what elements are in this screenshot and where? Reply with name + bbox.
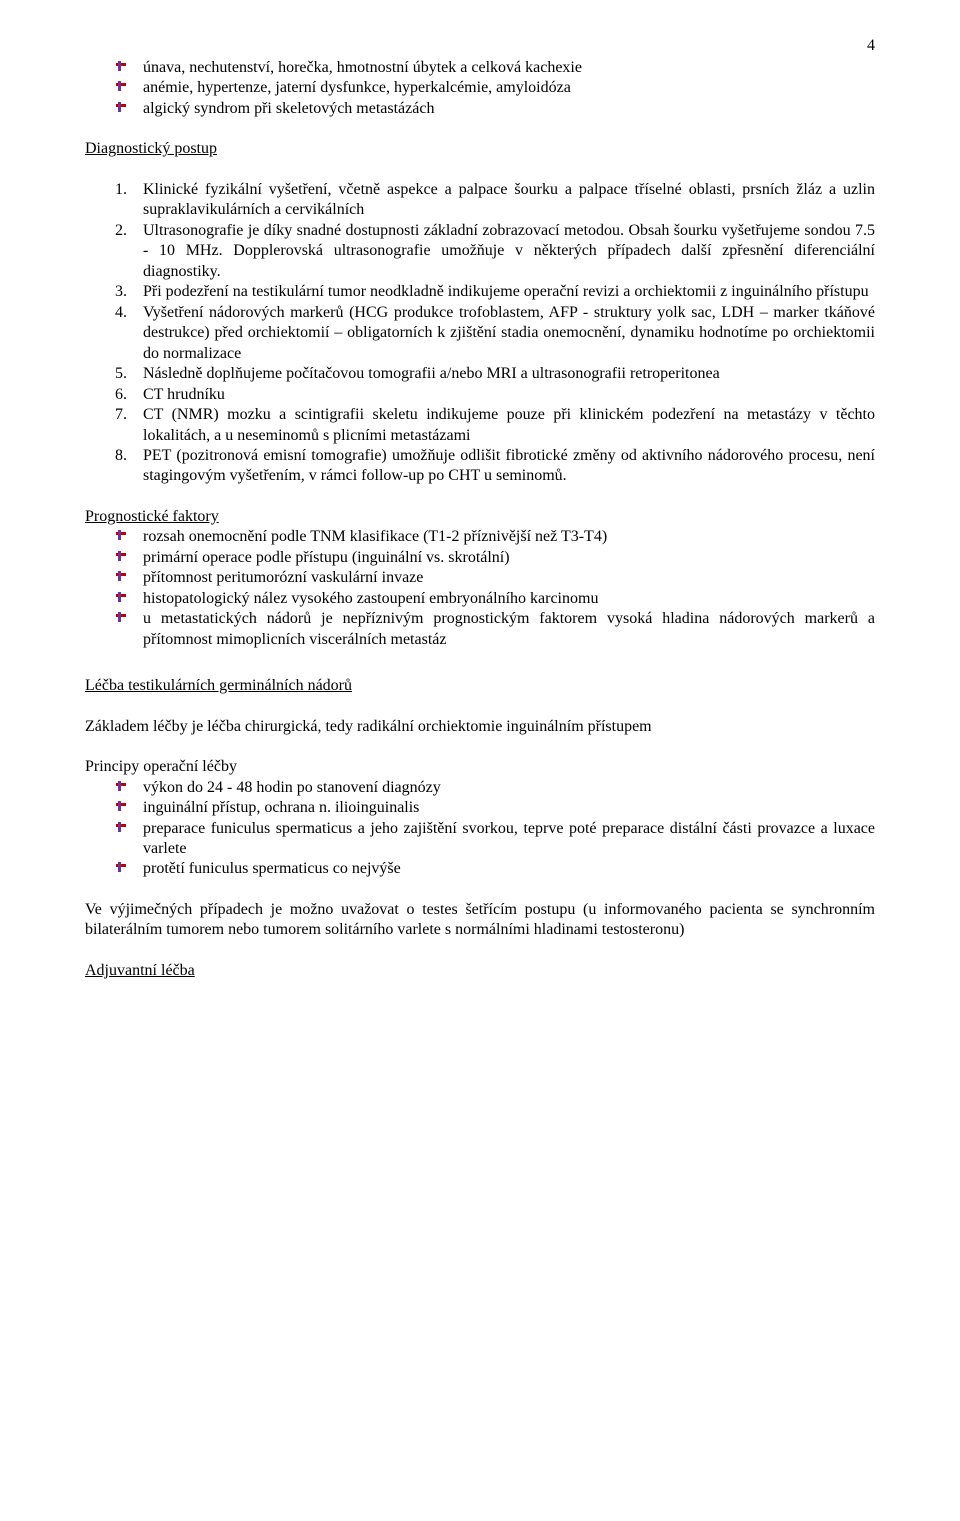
item-text: u metastatických nádorů je nepříznivým p… xyxy=(143,610,875,647)
diagnostic-procedure-list: 1. Klinické fyzikální vyšetření, včetně a… xyxy=(115,180,875,487)
diagnostic-procedure-title: Diagnostický postup xyxy=(85,139,875,159)
item-text: histopatologický nález vysokého zastoupe… xyxy=(143,590,598,607)
list-item: 2. Ultrasonografie je díky snadné dostupn… xyxy=(115,221,875,282)
item-text: Při podezření na testikulární tumor neod… xyxy=(143,283,869,300)
bullet-icon xyxy=(115,821,129,835)
item-number: 3. xyxy=(115,282,127,302)
item-text: výkon do 24 - 48 hodin po stanovení diag… xyxy=(143,779,441,796)
bullet-icon xyxy=(115,60,129,74)
page-number: 4 xyxy=(867,36,875,56)
item-number: 7. xyxy=(115,405,127,425)
bullet-icon xyxy=(115,861,129,875)
surgical-principles-list: výkon do 24 - 48 hodin po stanovení diag… xyxy=(115,778,875,880)
list-item: 5. Následně doplňujeme počítačovou tomogr… xyxy=(115,364,875,384)
list-item: inguinální přístup, ochrana n. ilioingui… xyxy=(115,798,875,818)
list-item: rozsah onemocnění podle TNM klasifikace … xyxy=(115,527,875,547)
list-item: u metastatických nádorů je nepříznivým p… xyxy=(115,609,875,650)
list-item: 8. PET (pozitronová emisní tomografie) um… xyxy=(115,446,875,487)
bullet-icon xyxy=(115,591,129,605)
adjuvant-title: Adjuvantní léčba xyxy=(85,961,875,981)
item-text: anémie, hypertenze, jaterní dysfunkce, h… xyxy=(143,79,571,96)
item-number: 1. xyxy=(115,180,127,200)
item-text: inguinální přístup, ochrana n. ilioingui… xyxy=(143,799,419,816)
item-number: 6. xyxy=(115,385,127,405)
item-number: 5. xyxy=(115,364,127,384)
list-item: 3. Při podezření na testikulární tumor ne… xyxy=(115,282,875,302)
item-text: CT hrudníku xyxy=(143,386,225,403)
bullet-icon xyxy=(115,80,129,94)
list-item: přítomnost peritumorózní vaskulární inva… xyxy=(115,568,875,588)
item-text: Vyšetření nádorových markerů (HCG produk… xyxy=(143,304,875,362)
item-text: rozsah onemocnění podle TNM klasifikace … xyxy=(143,528,607,545)
treatment-title: Léčba testikulárních germinálních nádorů xyxy=(85,676,875,696)
list-item: anémie, hypertenze, jaterní dysfunkce, h… xyxy=(115,78,875,98)
list-item: preparace funiculus spermaticus a jeho z… xyxy=(115,819,875,860)
list-item: histopatologický nález vysokého zastoupe… xyxy=(115,589,875,609)
item-text: Ultrasonografie je díky snadné dostupnos… xyxy=(143,222,875,280)
item-text: PET (pozitronová emisní tomografie) umož… xyxy=(143,447,875,484)
prognostic-factors-title: Prognostické faktory xyxy=(85,507,875,527)
bullet-icon xyxy=(115,800,129,814)
item-text: primární operace podle přístupu (inguiná… xyxy=(143,549,510,566)
bullet-icon xyxy=(115,780,129,794)
bullet-icon xyxy=(115,529,129,543)
item-text: přítomnost peritumorózní vaskulární inva… xyxy=(143,569,423,586)
list-item: 7. CT (NMR) mozku a scintigrafii skeletu … xyxy=(115,405,875,446)
item-number: 4. xyxy=(115,303,127,323)
list-item: 1. Klinické fyzikální vyšetření, včetně a… xyxy=(115,180,875,221)
list-item: algický syndrom při skeletových metastáz… xyxy=(115,99,875,119)
treatment-paragraph: Základem léčby je léčba chirurgická, ted… xyxy=(85,717,875,737)
prognostic-factors-list: rozsah onemocnění podle TNM klasifikace … xyxy=(115,527,875,650)
item-text: algický syndrom při skeletových metastáz… xyxy=(143,100,434,117)
item-text: protětí funiculus spermaticus co nejvýše xyxy=(143,860,401,877)
item-number: 8. xyxy=(115,446,127,466)
list-item: primární operace podle přístupu (inguiná… xyxy=(115,548,875,568)
item-text: preparace funiculus spermaticus a jeho z… xyxy=(143,820,875,857)
surgical-principles-title: Principy operační léčby xyxy=(85,757,875,777)
list-item: únava, nechutenství, horečka, hmotnostní… xyxy=(115,58,875,78)
list-item: protětí funiculus spermaticus co nejvýše xyxy=(115,859,875,879)
symptoms-list: únava, nechutenství, horečka, hmotnostní… xyxy=(115,58,875,119)
bullet-icon xyxy=(115,570,129,584)
item-text: Klinické fyzikální vyšetření, včetně asp… xyxy=(143,181,875,218)
item-text: CT (NMR) mozku a scintigrafii skeletu in… xyxy=(143,406,875,443)
list-item: 6. CT hrudníku xyxy=(115,385,875,405)
bullet-icon xyxy=(115,101,129,115)
bullet-icon xyxy=(115,611,129,625)
item-text: Následně doplňujeme počítačovou tomograf… xyxy=(143,365,720,382)
list-item: 4. Vyšetření nádorových markerů (HCG prod… xyxy=(115,303,875,364)
bullet-icon xyxy=(115,550,129,564)
sparing-paragraph: Ve výjimečných případech je možno uvažov… xyxy=(85,900,875,941)
item-number: 2. xyxy=(115,221,127,241)
list-item: výkon do 24 - 48 hodin po stanovení diag… xyxy=(115,778,875,798)
item-text: únava, nechutenství, horečka, hmotnostní… xyxy=(143,59,582,76)
